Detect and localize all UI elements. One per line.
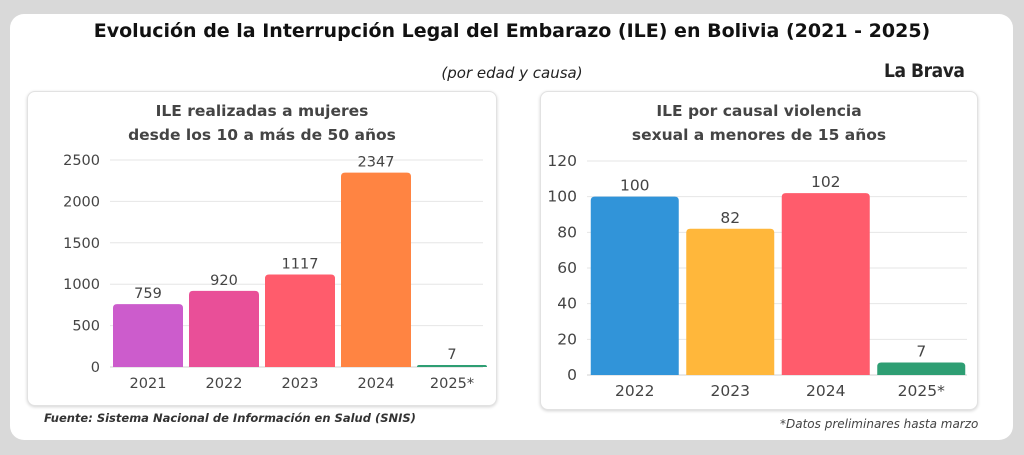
x-tick-label: 2025* <box>430 376 474 392</box>
chart-title-line: ILE por causal violencia <box>656 102 861 120</box>
data-label: 100 <box>620 177 650 195</box>
data-label: 2347 <box>358 155 395 171</box>
bar-violence-2025 <box>877 362 966 375</box>
data-label: 920 <box>210 273 238 289</box>
bar-age-2023 <box>265 274 335 367</box>
bar-violence-2023 <box>686 228 775 375</box>
infographic-subtitle: (por edad y causa) <box>441 64 583 82</box>
y-tick-label: 2000 <box>63 194 100 210</box>
y-tick-label: 20 <box>557 330 577 348</box>
infographic-title: Evolución de la Interrupción Legal del E… <box>93 20 931 42</box>
y-tick-label: 100 <box>547 188 577 206</box>
y-tick-label: 0 <box>91 360 100 376</box>
bar-violence-2024 <box>781 193 870 375</box>
data-label: 82 <box>720 209 740 227</box>
y-tick-label: 2500 <box>63 153 100 169</box>
x-tick-label: 2023 <box>282 376 319 392</box>
data-label: 759 <box>134 286 162 302</box>
preliminary-note: *Datos preliminares hasta marzo <box>780 417 979 431</box>
y-tick-label: 1500 <box>63 236 100 252</box>
bar-violence-2022 <box>590 196 679 375</box>
y-tick-label: 80 <box>557 223 577 241</box>
chart-violence-svg: ILE por causal violencia sexual a menores… <box>547 102 967 400</box>
source-note: Fuente: Sistema Nacional de Información … <box>44 411 416 425</box>
chart-title-line: ILE realizadas a mujeres <box>156 102 369 120</box>
x-tick-label: 2024 <box>358 376 395 392</box>
x-tick-label: 2025* <box>898 382 945 400</box>
y-tick-label: 60 <box>557 259 577 277</box>
bar-age-2025 <box>417 365 487 367</box>
bar-age-2021 <box>113 304 183 367</box>
brand-logo: La Brava <box>884 60 965 82</box>
bar-age-2022 <box>189 290 259 367</box>
chart-age-svg: ILE realizadas a mujeres desde los 10 a m… <box>63 102 487 392</box>
chart-title-line: desde los 10 a más de 50 años <box>128 126 396 144</box>
x-tick-label: 2022 <box>615 382 654 400</box>
data-label: 102 <box>811 173 841 191</box>
y-tick-label: 40 <box>557 295 577 313</box>
data-label: 7 <box>916 343 926 361</box>
x-tick-label: 2022 <box>206 376 243 392</box>
x-tick-label: 2024 <box>806 382 845 400</box>
y-tick-label: 500 <box>72 319 100 335</box>
chart-title-line: sexual a menores de 15 años <box>632 126 886 144</box>
data-label: 7 <box>447 347 456 363</box>
bar-age-2024 <box>341 172 411 367</box>
y-tick-label: 0 <box>567 366 577 384</box>
x-tick-label: 2023 <box>711 382 750 400</box>
y-tick-label: 1000 <box>63 277 100 293</box>
y-tick-label: 120 <box>547 152 577 170</box>
chart-panel-age: ILE realizadas a mujeres desde los 10 a m… <box>27 91 497 406</box>
x-tick-label: 2021 <box>130 376 167 392</box>
data-label: 1117 <box>282 257 319 273</box>
chart-panel-violence: ILE por causal violencia sexual a menores… <box>540 91 978 410</box>
